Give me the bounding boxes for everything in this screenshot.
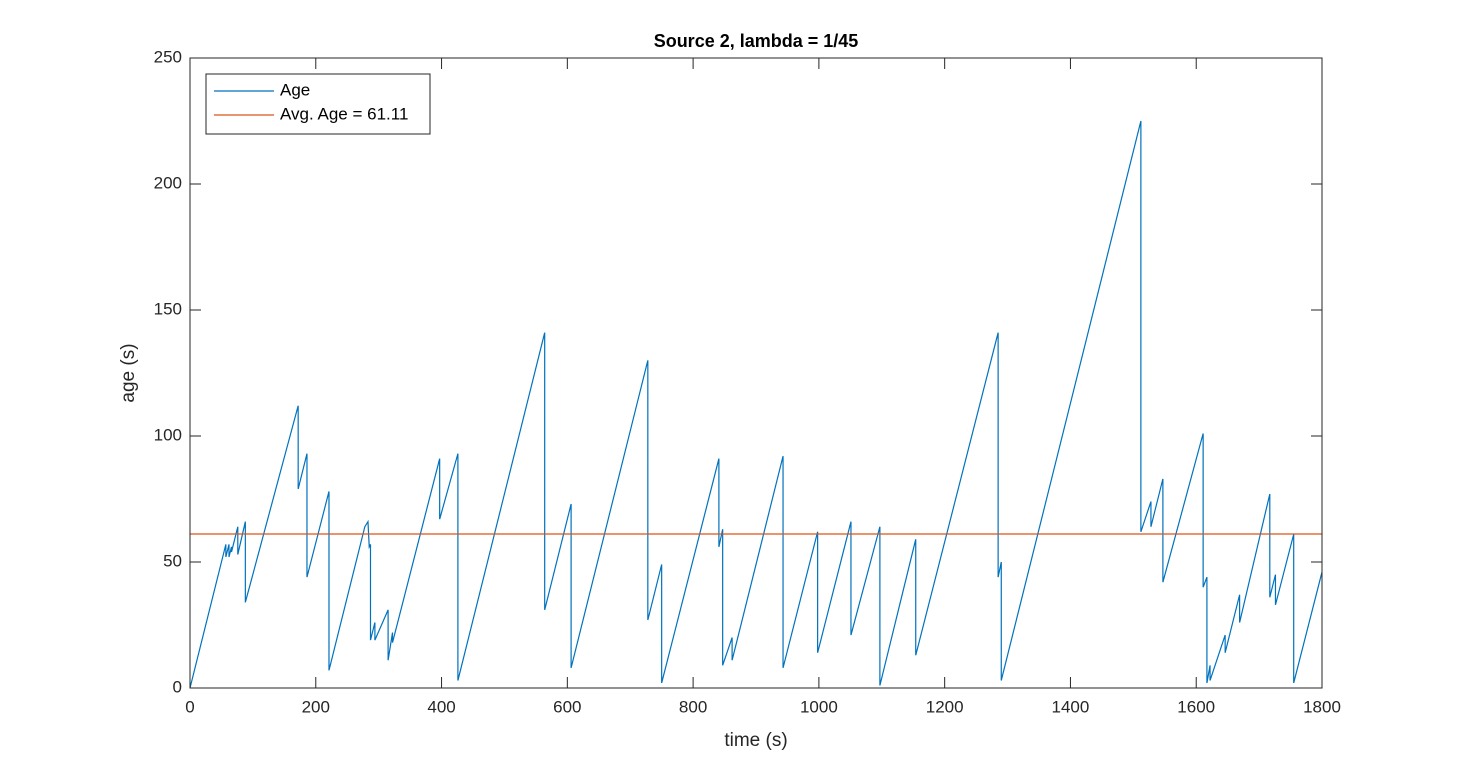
x-tick-label: 200 [302,697,330,716]
x-tick-label: 600 [553,697,581,716]
axes-box [189,57,1323,689]
x-tick-label: 1200 [926,697,964,716]
y-tick-label: 100 [154,425,182,444]
x-tick-label: 1800 [1303,697,1341,716]
x-tick-label: 1000 [800,697,838,716]
y-tick-label: 50 [163,551,182,570]
y-tick-label: 150 [154,299,182,318]
y-tick-label: 0 [173,677,182,696]
plot-area [190,58,1322,688]
legend-box [205,73,431,135]
x-tick-label: 1600 [1177,697,1215,716]
chart-title: Source 2, lambda = 1/45 [654,31,859,51]
x-tick-label: 1400 [1052,697,1090,716]
x-tick-label: 0 [185,697,194,716]
x-tick-label: 800 [679,697,707,716]
x-axis-label: time (s) [724,730,787,751]
x-tick-label: 400 [427,697,455,716]
y-axis-label: age (s) [118,343,139,402]
legend-label: Age [280,80,310,99]
series-line [189,120,1323,689]
y-tick-label: 200 [154,173,182,192]
y-tick-label: 250 [154,47,182,66]
legend-label: Avg. Age = 61.11 [280,104,408,123]
